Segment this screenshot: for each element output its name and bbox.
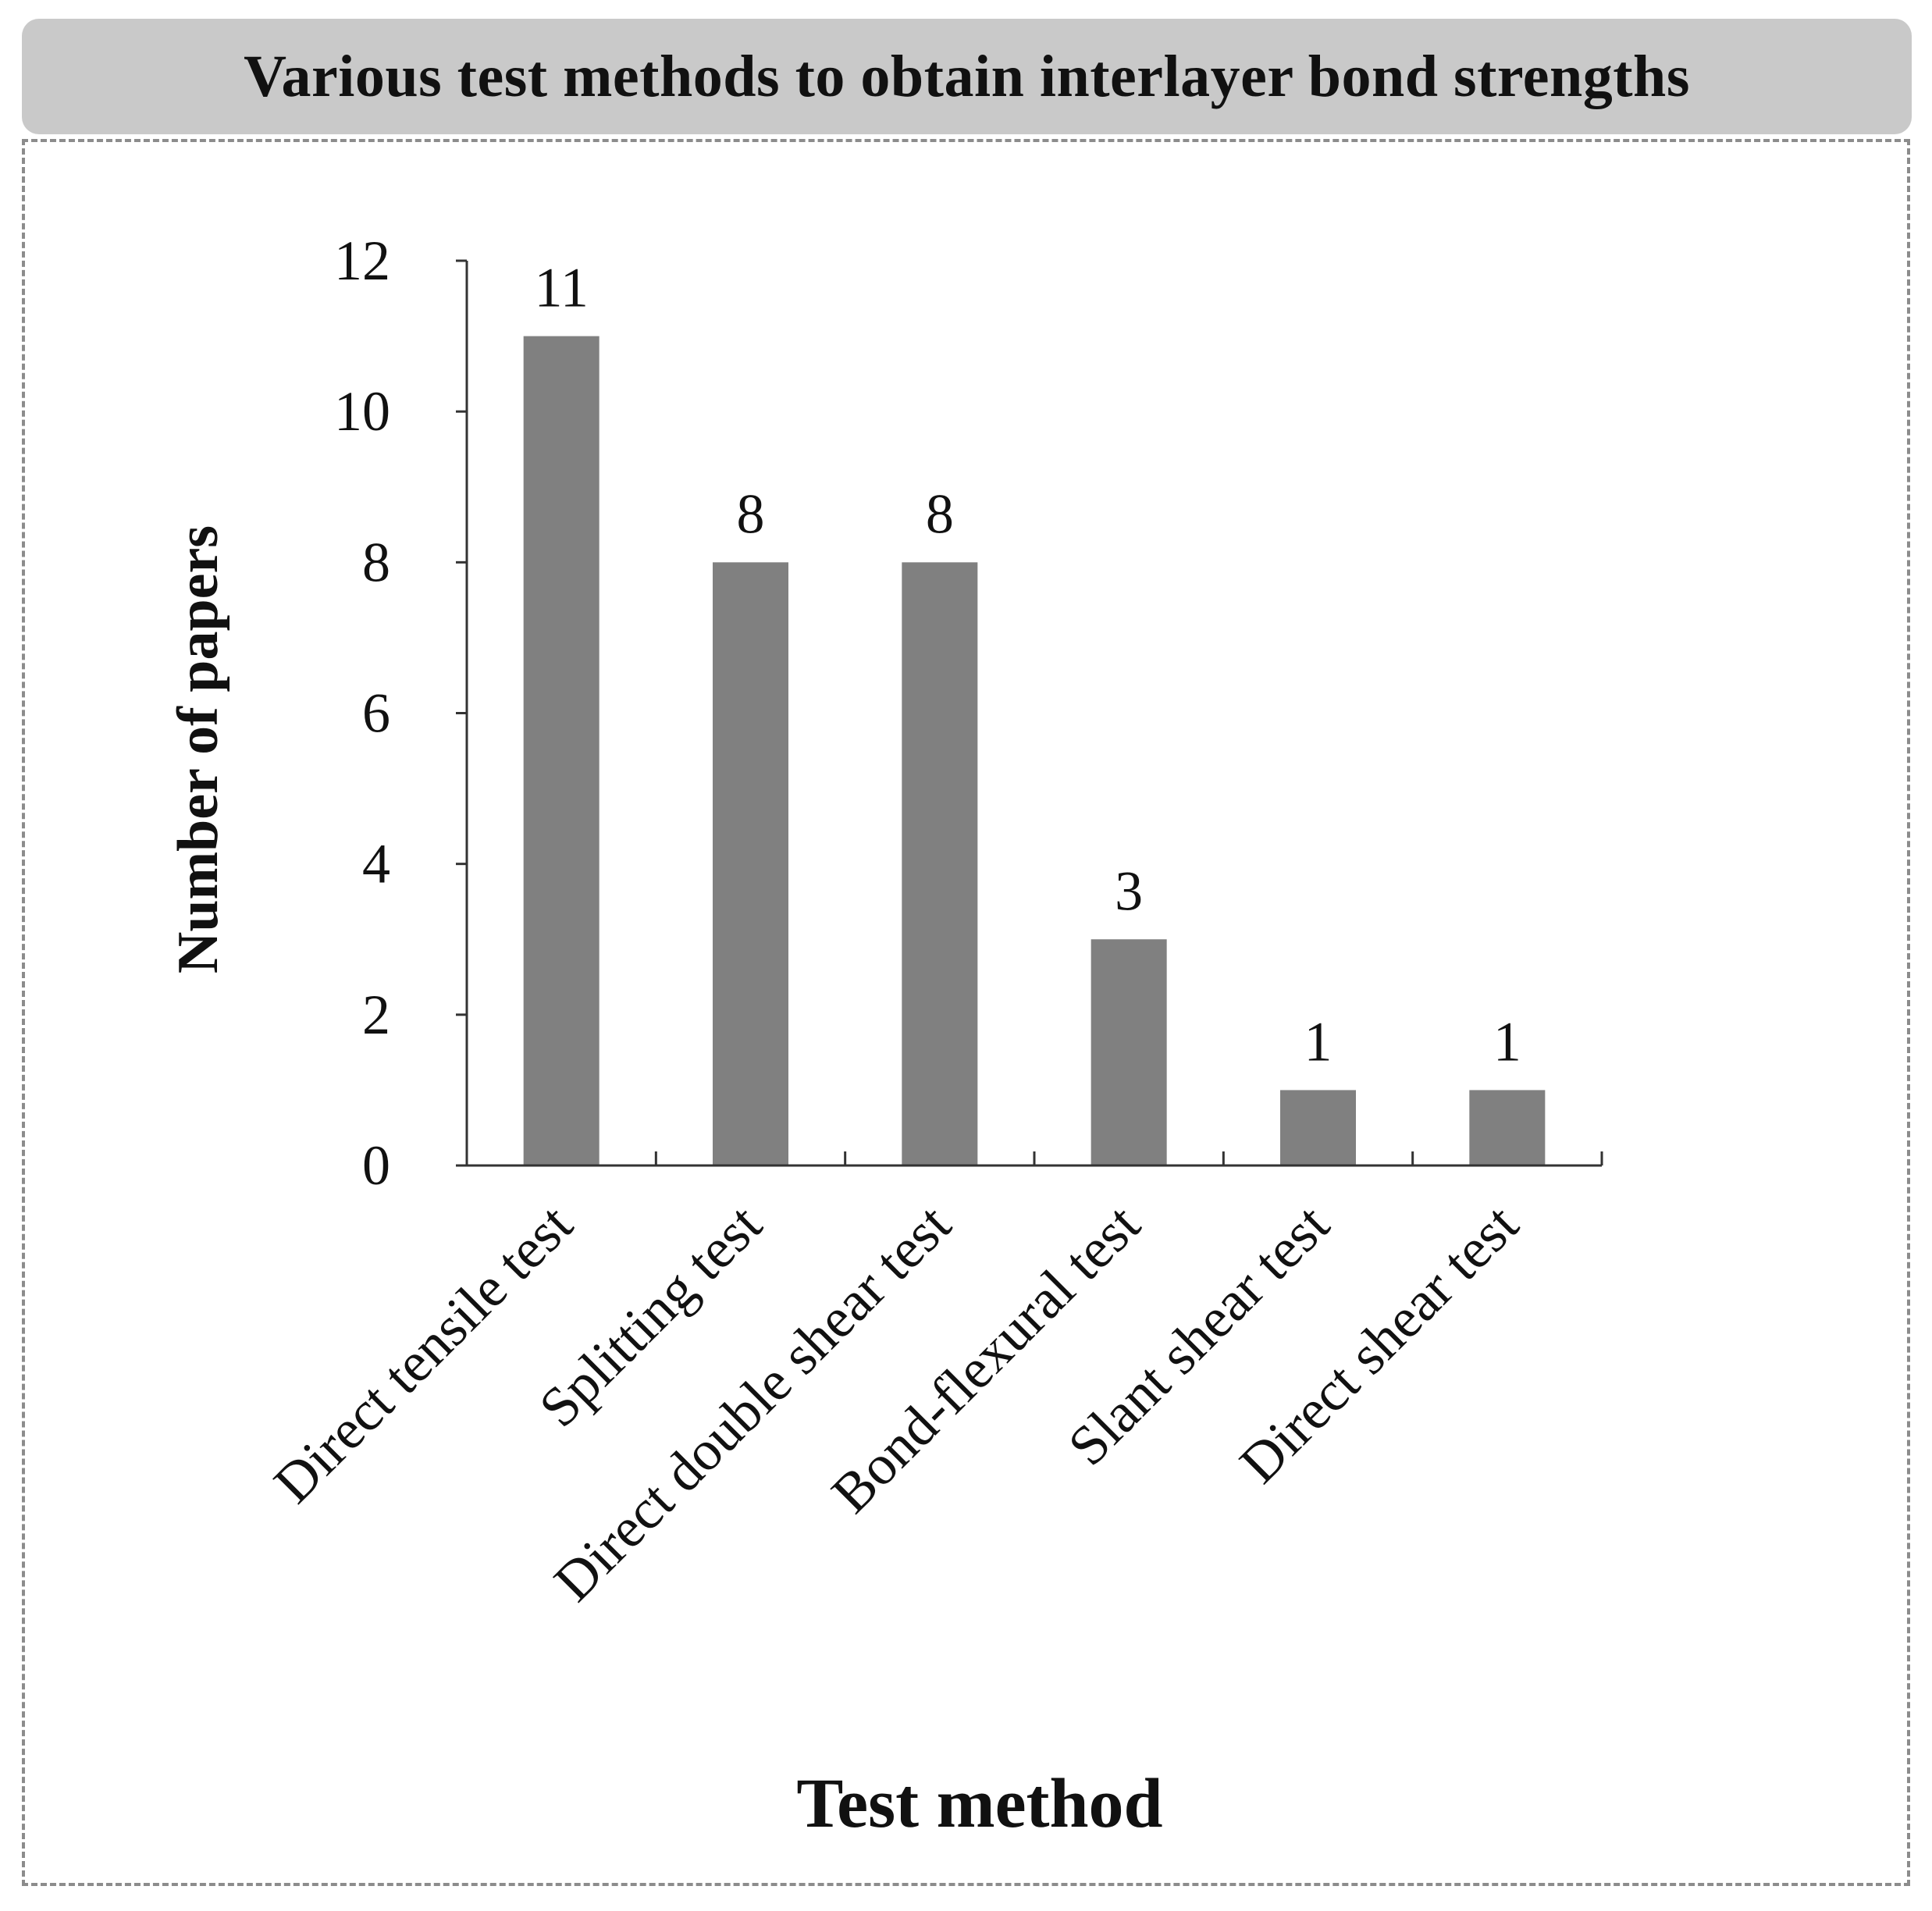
y-tick-label: 4 (362, 833, 390, 895)
data-labels-group: 118 831 1 (535, 257, 1521, 1073)
y-tick-label: 0 (362, 1134, 390, 1197)
x-axis-label: Test method (796, 1765, 1162, 1842)
y-tick-label: 10 (334, 380, 390, 443)
data-label: 1 (1304, 1010, 1332, 1073)
x-ticks-group (465, 1151, 1603, 1165)
y-tick-label: 6 (362, 682, 390, 745)
bar (713, 562, 788, 1165)
axes-group (465, 261, 1602, 1167)
bar (1469, 1090, 1546, 1165)
category-label: Direct tensile test (262, 1193, 585, 1515)
chart-title: Various test methods to obtain interlaye… (244, 43, 1690, 109)
bars-group (523, 336, 1546, 1165)
y-tick-label: 8 (362, 531, 390, 593)
y-axis-label: Number of papers (166, 525, 230, 973)
data-label: 1 (1493, 1010, 1521, 1073)
y-tick-label: 2 (362, 984, 390, 1046)
data-label: 3 (1115, 859, 1143, 922)
data-label: 8 (737, 482, 765, 545)
bar (902, 562, 978, 1165)
bar (1280, 1090, 1356, 1165)
title-banner: Various test methods to obtain interlaye… (22, 19, 1912, 134)
data-label: 11 (535, 257, 589, 319)
y-tick-label: 12 (334, 230, 390, 292)
y-ticks-group: 0 2 4 6 8 10 12 (334, 230, 467, 1197)
bar (1091, 939, 1167, 1165)
chart-frame (22, 139, 1910, 1886)
bar (523, 336, 600, 1165)
data-label: 8 (926, 482, 954, 545)
